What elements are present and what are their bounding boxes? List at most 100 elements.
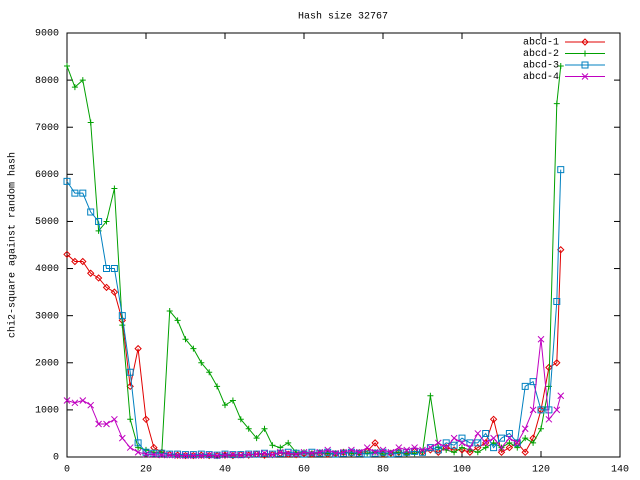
x-tick-label: 120 [532,465,550,476]
legend-marker [581,73,589,80]
data-point [498,444,505,451]
data-point [237,416,244,423]
data-point [340,449,347,457]
data-point [245,425,252,432]
data-point [79,397,87,404]
data-point [229,451,237,458]
data-point [474,449,481,456]
data-point [142,450,150,458]
data-point [522,435,529,442]
data-point [506,439,513,446]
data-point [371,439,379,447]
data-point [395,448,403,456]
data-point [253,435,260,442]
data-point [221,451,229,459]
y-tick-label: 3000 [35,311,59,322]
data-point [553,406,561,414]
data-point [482,429,490,437]
data-point [95,217,103,225]
data-point [529,406,537,414]
data-point [490,434,497,442]
data-point [110,288,119,296]
data-point [95,420,102,428]
data-point [316,449,324,457]
data-point [482,439,490,447]
data-point [498,434,505,442]
data-point [103,420,110,428]
y-tick-label: 7000 [35,123,59,134]
data-point [557,392,565,400]
data-point [86,269,95,277]
data-point [355,448,363,456]
data-point [158,449,166,457]
data-point [545,406,553,414]
y-tick-label: 9000 [35,29,59,40]
x-tick-label: 140 [611,465,629,476]
data-point [482,444,489,451]
series-line [66,169,562,456]
data-point [363,444,371,451]
data-point [506,434,513,442]
data-point [490,444,498,452]
data-point [434,439,442,447]
data-point [94,274,103,282]
data-point [371,448,379,456]
x-tick-label: 40 [219,465,231,476]
data-point [427,392,434,399]
data-point [332,449,339,457]
data-point [237,451,245,459]
data-point [150,451,158,458]
data-point [63,250,71,259]
data-point [182,452,189,459]
data-point [538,425,544,432]
data-point [205,451,213,459]
legend-label: abcd-4 [523,71,559,83]
data-point [134,439,142,447]
data-point [276,448,284,456]
x-tick-label: 60 [298,465,310,476]
data-point [505,429,513,437]
data-point [277,444,284,451]
legend-label: abcd-1 [523,37,559,49]
y-tick-label: 0 [53,453,59,464]
data-point [182,336,189,343]
data-point [427,444,434,451]
data-point [245,451,253,458]
data-point [521,425,529,433]
data-point [197,452,205,459]
data-point [537,335,545,343]
data-point [126,368,134,376]
data-point [229,397,236,404]
data-point [142,415,150,424]
data-point [300,448,308,456]
data-point [71,399,79,407]
data-point [79,257,87,266]
data-point [466,439,474,447]
data-point [111,185,118,192]
data-point [269,451,276,458]
data-point [505,443,514,452]
plot-frame [66,32,621,458]
data-point [206,369,213,376]
data-point [126,382,134,391]
data-point [348,446,355,454]
data-point [419,446,426,454]
data-point [166,451,174,459]
data-point [87,208,95,216]
data-point [190,345,197,352]
data-point [521,382,529,390]
data-point [557,166,565,174]
data-point [553,100,560,107]
data-point [63,397,71,404]
y-tick-label: 1000 [35,406,59,417]
y-tick-label: 8000 [35,76,59,87]
data-point [371,449,379,457]
data-point [450,434,458,442]
y-tick-label: 5000 [35,217,59,228]
data-point [261,449,268,457]
y-axis-label: chi2-square against random hash [7,152,19,338]
data-point [557,62,564,69]
data-point [395,449,403,457]
data-point [442,444,450,451]
